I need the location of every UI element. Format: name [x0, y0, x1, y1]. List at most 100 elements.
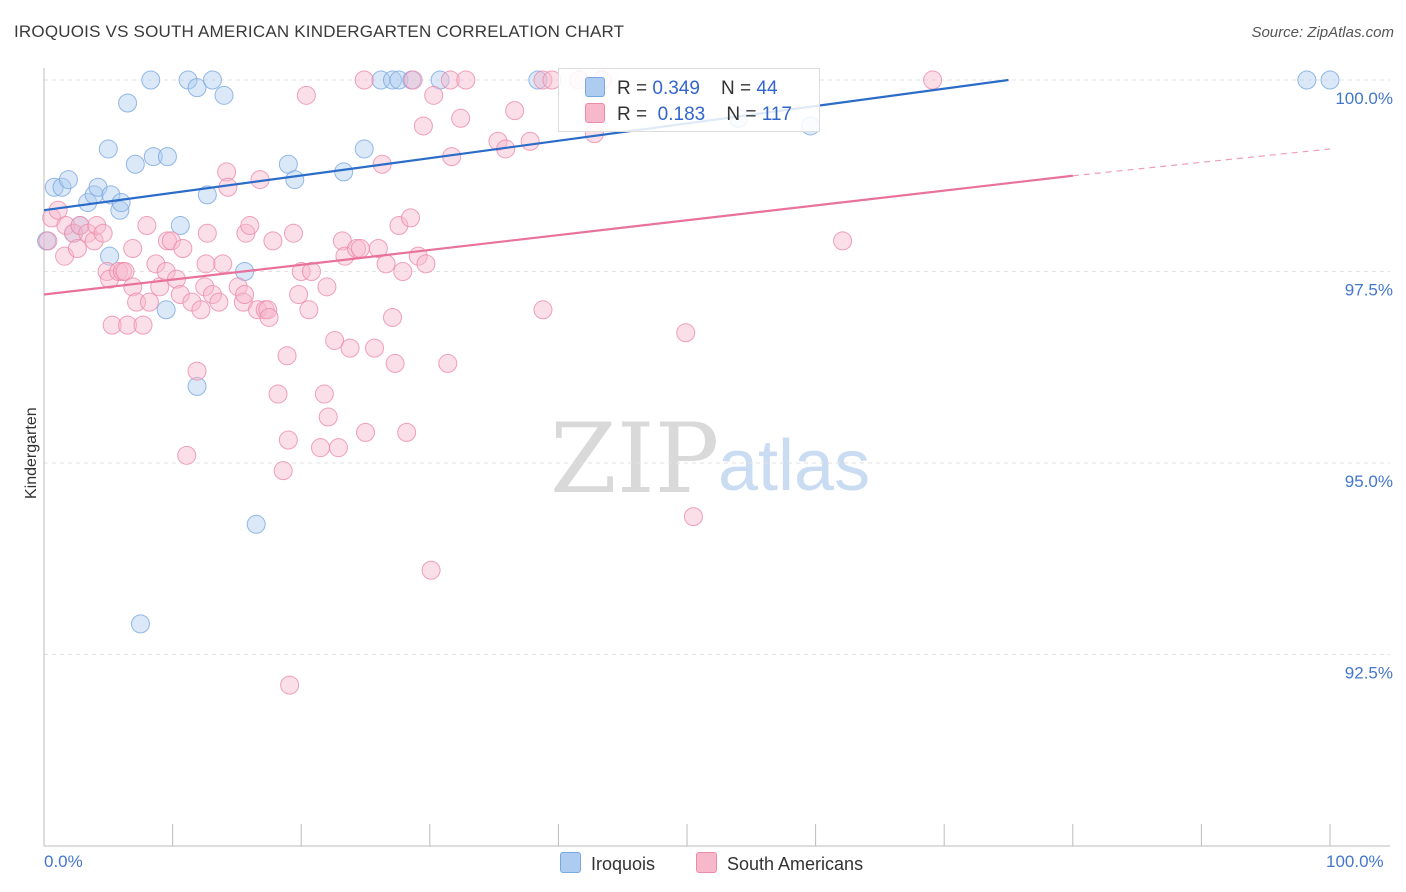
- point-iroquois: [1297, 70, 1317, 90]
- point-south-americans: [296, 85, 316, 105]
- point-south-americans: [247, 300, 267, 320]
- x-tick-label-min: 0.0%: [44, 852, 83, 871]
- point-iroquois: [1320, 70, 1340, 90]
- point-south-americans: [102, 315, 122, 335]
- point-south-americans: [277, 346, 297, 366]
- point-south-americans: [273, 461, 293, 481]
- point-south-americans: [177, 445, 197, 465]
- point-iroquois: [214, 85, 234, 105]
- point-south-americans: [161, 231, 181, 251]
- trend-lines: [43, 78, 1331, 296]
- point-south-americans: [393, 262, 413, 281]
- point-iroquois: [130, 614, 150, 634]
- point-south-americans: [87, 216, 107, 236]
- point-south-americans: [325, 330, 345, 350]
- trend-line-iroquois: [43, 78, 1009, 212]
- point-south-americans: [488, 131, 508, 151]
- point-south-americans: [451, 108, 471, 128]
- legend-swatch-iroquois: [585, 77, 605, 97]
- point-south-americans: [235, 284, 255, 304]
- point-iroquois: [528, 70, 548, 90]
- point-south-americans: [228, 277, 248, 297]
- point-iroquois: [354, 139, 374, 159]
- axes: [43, 68, 1390, 847]
- point-iroquois: [118, 93, 138, 113]
- bottom-legend-iroquois[interactable]: Iroquois: [560, 852, 655, 875]
- point-iroquois: [125, 154, 145, 174]
- point-south-americans: [93, 223, 113, 243]
- y-tick-label: 97.5%: [1345, 281, 1393, 300]
- point-south-americans: [356, 422, 375, 442]
- point-south-americans: [123, 239, 143, 259]
- watermark-zip: ZIP: [550, 403, 719, 515]
- legend-r-value: 0.183: [657, 104, 706, 125]
- point-south-americans: [438, 353, 458, 373]
- legend-swatch-south-americans: [585, 103, 605, 123]
- point-iroquois: [111, 193, 131, 213]
- point-south-americans: [385, 353, 405, 373]
- y-tick-label: 95.0%: [1345, 472, 1393, 491]
- point-south-americans: [263, 231, 283, 251]
- point-south-americans: [456, 70, 476, 90]
- point-south-americans: [67, 239, 87, 259]
- point-south-americans: [217, 162, 237, 182]
- watermark-atlas: atlas: [718, 426, 870, 506]
- legend-r-label: R =: [617, 78, 653, 99]
- point-south-americans: [354, 70, 374, 90]
- point-south-americans: [115, 262, 135, 281]
- point-south-americans: [64, 223, 84, 243]
- point-iroquois: [101, 185, 121, 205]
- legend-r-label: R =: [617, 104, 653, 125]
- y-tick-label: 100.0%: [1335, 89, 1393, 108]
- point-south-americans: [202, 284, 222, 304]
- point-iroquois: [156, 300, 176, 320]
- point-south-americans: [240, 216, 260, 236]
- point-south-americans: [389, 216, 409, 236]
- point-south-americans: [314, 384, 334, 404]
- point-south-americans: [440, 70, 460, 90]
- legend-swatch-south-americans: [696, 852, 717, 873]
- point-south-americans: [280, 675, 300, 695]
- point-south-americans: [833, 231, 853, 251]
- point-iroquois: [187, 78, 207, 98]
- point-south-americans: [416, 254, 436, 274]
- point-south-americans: [278, 430, 298, 450]
- point-iroquois: [141, 70, 161, 90]
- bottom-legend-south-americans[interactable]: South Americans: [696, 852, 863, 875]
- point-south-americans: [268, 384, 288, 404]
- point-south-americans: [191, 300, 211, 320]
- point-iroquois: [170, 216, 190, 236]
- point-south-americans: [123, 277, 143, 297]
- point-south-americans: [38, 231, 58, 251]
- point-south-americans: [421, 560, 441, 580]
- point-south-americans: [676, 323, 696, 343]
- point-south-americans: [310, 438, 330, 458]
- point-south-americans: [403, 70, 423, 90]
- x-tick-label-max: 100.0%: [1326, 852, 1384, 871]
- point-iroquois: [202, 70, 222, 90]
- point-south-americans: [283, 223, 303, 243]
- point-south-americans: [56, 216, 76, 236]
- point-south-americans: [137, 216, 157, 236]
- point-south-americans: [213, 254, 233, 274]
- point-south-americans: [259, 307, 279, 327]
- point-south-americans: [170, 284, 190, 304]
- point-iroquois: [98, 139, 118, 159]
- point-iroquois: [285, 170, 305, 190]
- trend-line-extension: [1072, 148, 1331, 177]
- chart-title: IROQUOIS VS SOUTH AMERICAN KINDERGARTEN …: [14, 22, 625, 41]
- point-south-americans: [401, 208, 421, 228]
- point-south-americans: [328, 438, 348, 458]
- point-iroquois: [52, 177, 72, 197]
- legend-n-label: N =: [726, 104, 762, 125]
- point-south-americans: [196, 254, 216, 274]
- legend-row-iroquois: R = 0.349 N = 44: [585, 77, 778, 99]
- point-iroquois: [197, 185, 217, 205]
- legend-r-value: 0.349: [652, 78, 700, 99]
- point-south-americans: [365, 338, 385, 358]
- grid-lines: [44, 79, 1390, 655]
- point-south-americans: [317, 277, 337, 297]
- point-south-americans: [520, 131, 540, 151]
- point-south-americans: [368, 239, 388, 259]
